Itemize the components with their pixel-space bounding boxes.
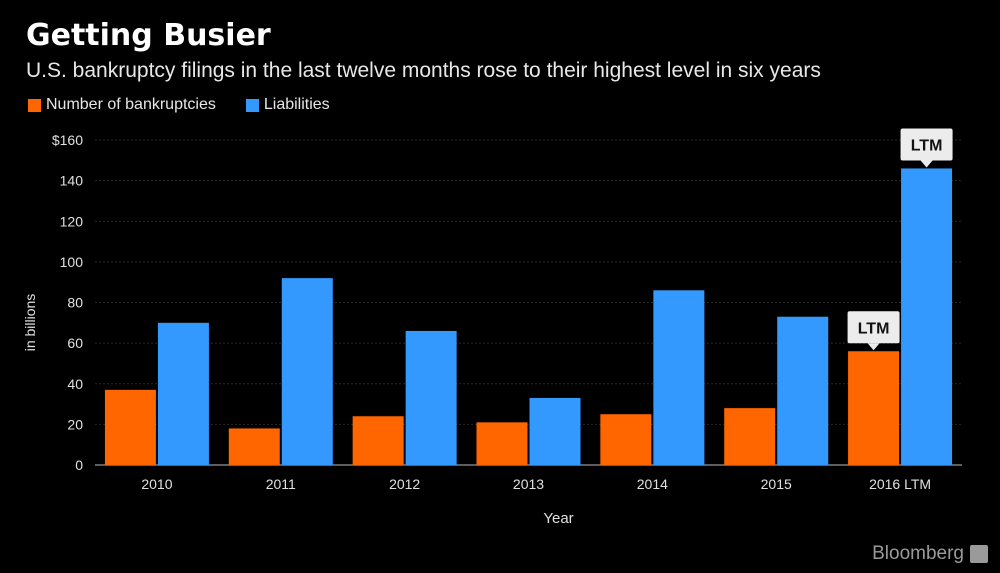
annotation-box	[900, 128, 953, 161]
y-tick-label: 80	[67, 295, 83, 311]
bar-bankruptcies	[724, 408, 776, 465]
x-tick-label: 2016 LTM	[869, 476, 931, 492]
y-tick-label: $160	[52, 132, 83, 148]
y-tick-label: 140	[60, 173, 84, 189]
x-tick-label: 2013	[513, 476, 544, 492]
bar-bankruptcies	[848, 351, 900, 465]
x-axis-label: Year	[543, 510, 573, 527]
annotation-label: LTM	[911, 137, 943, 154]
y-tick-label: 40	[67, 376, 83, 392]
bar-liabilities	[777, 316, 829, 465]
bar-bankruptcies	[352, 416, 404, 465]
bar-liabilities	[901, 168, 953, 465]
chart-subtitle: U.S. bankruptcy filings in the last twel…	[26, 59, 821, 82]
y-tick-label: 120	[60, 213, 84, 229]
annotation-pointer	[920, 160, 933, 168]
x-tick-label: 2012	[389, 476, 420, 492]
legend-label-bankruptcies: Number of bankruptcies	[46, 96, 216, 113]
bloomberg-icon	[970, 545, 988, 563]
x-tick-label: 2011	[266, 476, 296, 492]
x-tick-label: 2015	[761, 476, 792, 492]
x-tick-label: 2010	[141, 476, 172, 492]
legend-label-liabilities: Liabilities	[263, 96, 330, 113]
y-tick-label: 100	[60, 254, 84, 270]
bar-liabilities	[157, 322, 209, 465]
bar-liabilities	[281, 278, 333, 465]
bar-bankruptcies	[600, 414, 652, 465]
chart-title: Getting Busier	[26, 18, 271, 53]
y-axis-label: in billions	[22, 294, 38, 352]
legend: Number of bankruptcies Liabilities	[28, 96, 360, 114]
annotation-label: LTM	[858, 320, 890, 337]
bloomberg-logo: Bloomberg	[872, 543, 964, 564]
bar-liabilities	[529, 397, 581, 465]
bar-bankruptcies	[228, 428, 280, 465]
legend-item-bankruptcies: Number of bankruptcies	[28, 96, 216, 114]
y-tick-label: 0	[75, 457, 83, 473]
bar-liabilities	[405, 330, 457, 465]
annotation-pointer	[867, 343, 880, 351]
legend-swatch-liabilities	[245, 98, 259, 112]
bar-bankruptcies	[476, 422, 528, 465]
legend-swatch-bankruptcies	[28, 98, 41, 112]
x-tick-label: 2014	[637, 476, 668, 492]
annotation-box	[847, 311, 900, 344]
legend-item-liabilities: Liabilities	[245, 96, 330, 114]
y-tick-label: 60	[67, 335, 83, 351]
bar-bankruptcies	[104, 389, 156, 465]
bar-liabilities	[653, 290, 705, 465]
y-tick-label: 20	[67, 416, 83, 432]
